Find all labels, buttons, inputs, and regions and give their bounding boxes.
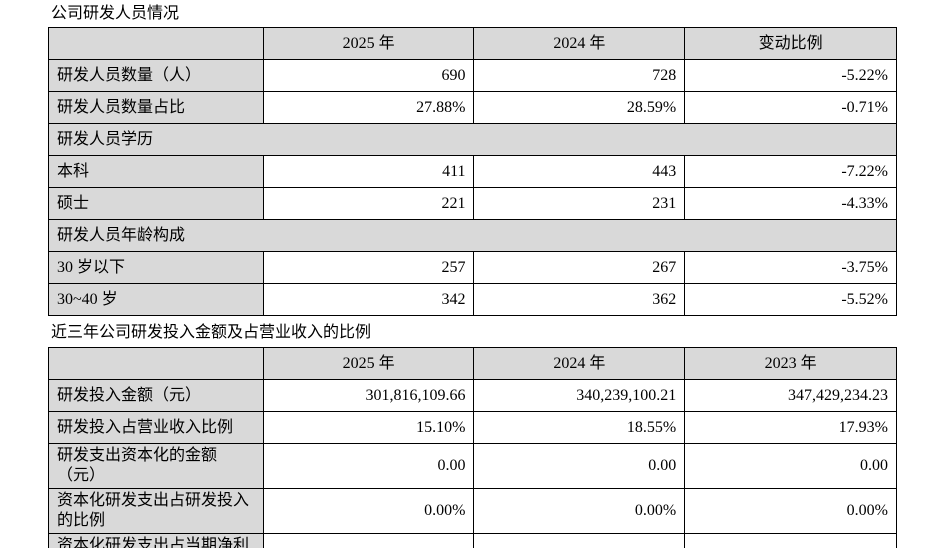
value-cell: 443 [473,155,686,188]
value-cell: 342 [262,283,475,316]
row-label-cell: 研发人员数量（人） [48,59,264,92]
value-cell: -3.75% [684,251,897,284]
value-cell: 18.55% [473,411,686,444]
value-cell: 0.00% [473,533,686,548]
header-empty-cell [48,347,264,380]
value-cell: -5.22% [684,59,897,92]
header-empty-cell [48,27,264,60]
value-cell: 0.00 [262,443,475,489]
header-row: 2025 年 2024 年 2023 年 [48,347,897,380]
table-row: 30 岁以下 257 267 -3.75% [48,251,897,284]
value-cell: 231 [473,187,686,220]
value-cell: -7.22% [684,155,897,188]
section2-title: 近三年公司研发投入金额及占营业收入的比例 [51,324,372,341]
row-label-cell: 30 岁以下 [48,251,264,284]
header-column-cell: 2024 年 [473,347,686,380]
value-cell: 0.00% [262,533,475,548]
section-row: 研发人员学历 [48,123,897,156]
row-label-cell: 研发投入金额（元） [48,379,264,412]
value-cell: 17.93% [684,411,897,444]
value-cell: -4.33% [684,187,897,220]
row-label-cell: 资本化研发支出占研发投入的比例 [48,488,264,534]
value-cell: 15.10% [262,411,475,444]
table-row: 研发人员数量（人） 690 728 -5.22% [48,59,897,92]
table-row: 研发人员数量占比 27.88% 28.59% -0.71% [48,91,897,124]
section1-title: 公司研发人员情况 [51,5,180,22]
table-row: 本科 411 443 -7.22% [48,155,897,188]
header-row: 2025 年 2024 年变动比例 [48,27,897,60]
table-row: 研发投入占营业收入比例 15.10% 18.55% 17.93% [48,411,897,444]
header-column-cell: 2025 年 [262,27,475,60]
row-label-cell: 研发支出资本化的金额（元） [48,443,264,489]
value-cell: 0.00 [473,443,686,489]
value-cell: 362 [473,283,686,316]
table-row: 研发投入金额（元） 301,816,109.66 340,239,100.21 347… [48,379,897,412]
row-label-cell: 研发投入占营业收入比例 [48,411,264,444]
table-row: 研发支出资本化的金额（元） 0.00 0.00 0.00 [48,443,897,489]
section-header-cell: 研发人员学历 [48,123,897,156]
section-row: 研发人员年龄构成 [48,219,897,252]
value-cell: 0.00% [262,488,475,534]
value-cell: 221 [262,187,475,220]
row-label-cell: 硕士 [48,187,264,220]
value-cell: 340,239,100.21 [473,379,686,412]
rd-personnel-table: 2025 年 2024 年变动比例 研发人员数量（人） 690 728 -5.22% 研发人… [48,27,897,316]
header-column-cell: 变动比例 [684,27,897,60]
row-label-cell: 资本化研发支出占当期净利润的比重 [48,533,264,548]
value-cell: 690 [262,59,475,92]
value-cell: 27.88% [262,91,475,124]
section-header-cell: 研发人员年龄构成 [48,219,897,252]
table-row: 资本化研发支出占研发投入的比例 0.00% 0.00% 0.00% [48,488,897,534]
row-label-cell: 研发人员数量占比 [48,91,264,124]
value-cell: 257 [262,251,475,284]
value-cell: 0.00% [684,533,897,548]
header-column-cell: 2024 年 [473,27,686,60]
header-column-cell: 2023 年 [684,347,897,380]
table-row: 资本化研发支出占当期净利润的比重0.00%0.00%0.00% [48,533,897,548]
table-row: 硕士 221 231 -4.33% [48,187,897,220]
row-label-cell: 本科 [48,155,264,188]
value-cell: 28.59% [473,91,686,124]
value-cell: 0.00% [684,488,897,534]
value-cell: 728 [473,59,686,92]
value-cell: 267 [473,251,686,284]
value-cell: -0.71% [684,91,897,124]
value-cell: 411 [262,155,475,188]
row-label-cell: 30~40 岁 [48,283,264,316]
value-cell: 0.00 [684,443,897,489]
value-cell: 0.00% [473,488,686,534]
value-cell: 347,429,234.23 [684,379,897,412]
value-cell: -5.52% [684,283,897,316]
table-row: 30~40 岁 342 362 -5.52% [48,283,897,316]
header-column-cell: 2025 年 [262,347,475,380]
rd-investment-table: 2025 年 2024 年 2023 年研发投入金额（元） 301,816,109.6… [48,347,897,548]
value-cell: 301,816,109.66 [262,379,475,412]
